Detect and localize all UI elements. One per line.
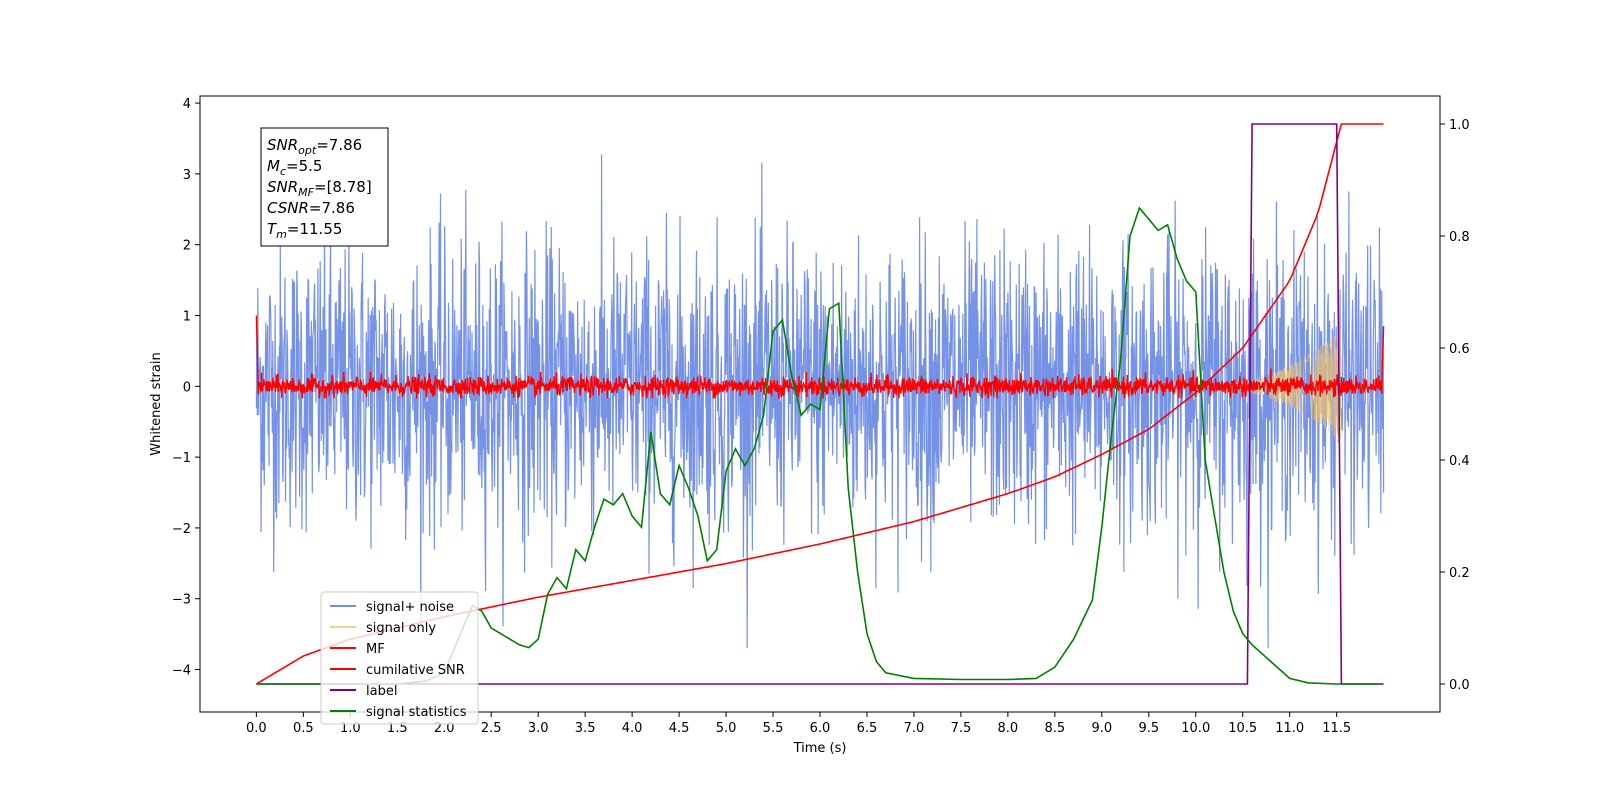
x-tick-label: 3.0 bbox=[528, 721, 549, 736]
info-box-frame bbox=[260, 127, 389, 247]
right-y-tick-label: 0.0 bbox=[1449, 678, 1470, 693]
left-y-tick-label: 0 bbox=[183, 380, 191, 395]
info-snr-opt-value: =7.86 bbox=[316, 136, 362, 154]
x-tick-label: 0.0 bbox=[246, 721, 267, 736]
x-tick-label: 3.5 bbox=[575, 721, 596, 736]
x-tick-label: 11.0 bbox=[1275, 721, 1304, 736]
x-tick-label: 6.0 bbox=[810, 721, 831, 736]
x-tick-label: 5.0 bbox=[716, 721, 737, 736]
x-tick-label: 2.5 bbox=[481, 721, 502, 736]
series-signal-plus-noise-line bbox=[255, 154, 1385, 649]
right-y-tick-label: 0.2 bbox=[1449, 566, 1470, 581]
info-snr-mf: SNRMF=[8.78] bbox=[267, 178, 372, 199]
legend-entry-label: cumilative SNR bbox=[366, 663, 465, 678]
x-tick-label: 10.5 bbox=[1228, 721, 1257, 736]
legend-entry-label: label bbox=[366, 684, 397, 699]
series-mf-line bbox=[255, 315, 1385, 399]
info-box: SNRopt=7.86 Mc=5.5 SNRMF=[8.78] CSNR=7.8… bbox=[260, 127, 389, 247]
x-tick-label: 1.5 bbox=[387, 721, 408, 736]
left-y-tick-label: −2 bbox=[172, 522, 191, 537]
x-tick-label: 2.0 bbox=[434, 721, 455, 736]
x-axis-ticks: 0.0 0.5 1.0 1.5 2.0 2.5 3.0 3.5 4.0 4.5 5.0 5.5 6.0 6… bbox=[246, 712, 1351, 736]
x-tick-label: 11.5 bbox=[1322, 721, 1351, 736]
x-tick-label: 4.5 bbox=[669, 721, 690, 736]
legend-frame bbox=[320, 591, 479, 725]
x-tick-label: 10.0 bbox=[1181, 721, 1210, 736]
x-tick-label: 4.0 bbox=[622, 721, 643, 736]
x-tick-label: 1.0 bbox=[340, 721, 361, 736]
left-y-tick-label: 4 bbox=[183, 97, 191, 112]
legend-entry-label: MF bbox=[366, 642, 385, 657]
left-y-tick-label: −3 bbox=[172, 593, 191, 608]
right-y-tick-label: 0.6 bbox=[1449, 342, 1470, 357]
info-snr-opt: SNRopt=7.86 bbox=[267, 136, 362, 157]
x-tick-label: 9.5 bbox=[1138, 721, 1159, 736]
legend-entry-label: signal statistics bbox=[366, 705, 467, 720]
x-tick-label: 0.5 bbox=[293, 721, 314, 736]
info-csnr-value: =7.86 bbox=[309, 199, 355, 217]
info-csnr: CSNR=7.86 bbox=[267, 199, 355, 217]
x-tick-label: 8.0 bbox=[998, 721, 1019, 736]
y-axis-label-left: Whitened strain bbox=[149, 352, 164, 455]
left-y-tick-label: −4 bbox=[172, 664, 191, 679]
legend-entry-label: signal only bbox=[366, 621, 436, 636]
x-tick-label: 7.5 bbox=[951, 721, 972, 736]
left-y-tick-label: 3 bbox=[183, 168, 191, 183]
info-mc: Mc=5.5 bbox=[267, 157, 322, 178]
info-tm: Tm=11.55 bbox=[267, 220, 342, 241]
x-tick-label: 7.0 bbox=[904, 721, 925, 736]
x-axis-label: Time (s) bbox=[793, 741, 847, 756]
left-y-tick-label: 2 bbox=[183, 239, 191, 254]
right-y-tick-label: 1.0 bbox=[1449, 118, 1470, 133]
left-y-tick-label: 1 bbox=[183, 309, 191, 324]
left-y-tick-label: −1 bbox=[172, 451, 191, 466]
series-signal-statistics-line bbox=[256, 206, 1379, 685]
right-y-tick-label: 0.4 bbox=[1449, 454, 1470, 469]
right-y-tick-label: 0.8 bbox=[1449, 230, 1470, 245]
x-tick-label: 9.0 bbox=[1091, 721, 1112, 736]
left-y-axis-ticks: 4 3 2 1 0 −1 −2 −3 −4 bbox=[172, 97, 200, 679]
info-tm-value: =11.55 bbox=[287, 220, 343, 238]
x-tick-label: 5.5 bbox=[763, 721, 784, 736]
info-mc-value: =5.5 bbox=[286, 157, 322, 175]
legend: signal+ noise signal only MF cumilative SNR… bbox=[320, 591, 479, 725]
info-snr-mf-value: =[8.78] bbox=[314, 178, 372, 196]
x-tick-label: 6.5 bbox=[857, 721, 878, 736]
x-tick-label: 8.5 bbox=[1045, 721, 1066, 736]
legend-entry-label: signal+ noise bbox=[366, 600, 454, 615]
right-y-axis-ticks: 1.0 0.8 0.6 0.4 0.2 0.0 bbox=[1440, 118, 1470, 693]
